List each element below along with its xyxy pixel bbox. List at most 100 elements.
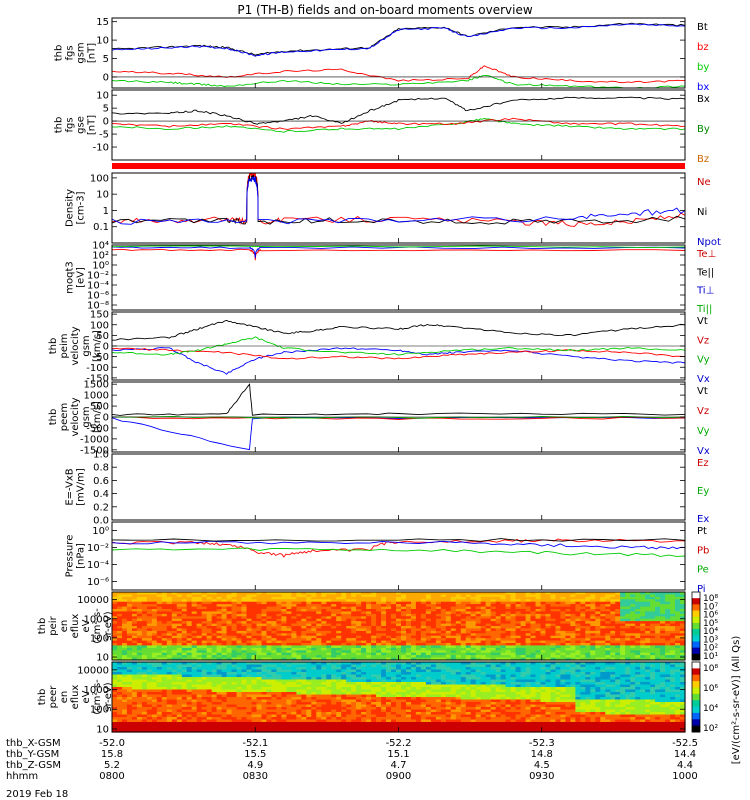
- heatmap-cell: [495, 647, 502, 651]
- heatmap-cell: [311, 709, 317, 713]
- heatmap-cell: [141, 657, 148, 661]
- y-axis-label-line: thb: [48, 409, 59, 426]
- heatmap-cell: [221, 640, 228, 644]
- colorbar-swatch: [692, 647, 700, 655]
- heatmap-cell: [316, 657, 322, 661]
- heatmap-cell: [166, 719, 173, 723]
- heatmap-cell: [246, 652, 253, 656]
- heatmap-cell: [670, 643, 676, 646]
- heatmap-cell: [645, 616, 651, 620]
- heatmap-cell: [131, 594, 138, 598]
- heatmap-cell: [326, 702, 332, 706]
- heatmap-cell: [321, 638, 327, 642]
- heatmap-cell: [660, 592, 666, 595]
- heatmap-cell: [425, 616, 432, 620]
- heatmap-cell: [211, 692, 218, 696]
- heatmap-cell: [550, 623, 557, 627]
- heatmap-cell: [226, 657, 233, 661]
- legend-entry: bz: [697, 42, 709, 53]
- heatmap-cell: [166, 645, 173, 649]
- heatmap-cell: [475, 647, 482, 651]
- heatmap-cell: [356, 611, 362, 615]
- heatmap-cell: [565, 628, 571, 632]
- heatmap-cell: [331, 727, 337, 731]
- heatmap-cell: [346, 638, 352, 642]
- heatmap-cell: [276, 640, 282, 644]
- heatmap-cell: [291, 717, 297, 721]
- heatmap-cell: [450, 628, 457, 632]
- heatmap-cell: [301, 645, 307, 649]
- heatmap-cell: [670, 618, 676, 622]
- heatmap-cell: [117, 613, 123, 617]
- heatmap-cell: [321, 626, 327, 629]
- heatmap-cell: [226, 707, 233, 711]
- heatmap-cell: [266, 616, 273, 620]
- heatmap-cell: [117, 699, 123, 703]
- y-tick-label: -50: [93, 352, 109, 363]
- heatmap-cell: [580, 643, 586, 646]
- heatmap-cell: [455, 611, 462, 615]
- heatmap-cell: [231, 594, 238, 598]
- heatmap-cell: [311, 717, 317, 721]
- heatmap-cell: [231, 697, 238, 701]
- heatmap-cell: [246, 633, 253, 637]
- heatmap-cell: [117, 599, 123, 603]
- heatmap-cell: [366, 594, 372, 598]
- heatmap-cell: [206, 714, 213, 718]
- heatmap-cell: [590, 650, 596, 654]
- heatmap-cell: [131, 611, 138, 615]
- heatmap-cell: [316, 604, 322, 608]
- heatmap-cell: [136, 697, 143, 701]
- heatmap-cell: [555, 611, 562, 615]
- heatmap-cell: [286, 727, 292, 731]
- heatmap-cell: [565, 601, 571, 605]
- y-axis-label: Density[cm-3]: [65, 189, 87, 227]
- heatmap-cell: [520, 609, 527, 612]
- heatmap-cell: [276, 722, 282, 726]
- heatmap-cell: [306, 645, 312, 649]
- heatmap-cell: [191, 662, 198, 666]
- heatmap-cell: [256, 655, 263, 659]
- heatmap-cell: [386, 650, 392, 654]
- heatmap-cell: [450, 643, 457, 646]
- heatmap-cell: [351, 647, 357, 651]
- heatmap-cell: [605, 616, 611, 620]
- heatmap-cell: [261, 682, 268, 686]
- heatmap-cell: [560, 618, 566, 622]
- heatmap-cell: [336, 717, 342, 721]
- heatmap-cell: [550, 647, 557, 651]
- heatmap-cell: [316, 679, 322, 683]
- heatmap-cell: [595, 604, 601, 608]
- heatmap-cell: [161, 667, 168, 671]
- heatmap-cell: [376, 635, 382, 639]
- series-line-Ti||: [111, 245, 686, 249]
- heatmap-cell: [665, 609, 671, 612]
- heatmap-cell: [406, 611, 412, 615]
- heatmap-cell: [296, 652, 302, 656]
- heatmap-cell: [196, 719, 203, 723]
- heatmap-cell: [535, 592, 542, 595]
- heatmap-cell: [296, 692, 302, 696]
- heatmap-cell: [590, 616, 596, 620]
- heatmap-cell: [151, 719, 158, 723]
- heatmap-cell: [550, 594, 557, 598]
- heatmap-cell: [610, 596, 616, 600]
- heatmap-cell: [376, 626, 382, 629]
- heatmap-cell: [346, 674, 352, 678]
- heatmap-cell: [331, 606, 337, 610]
- heatmap-cell: [371, 630, 377, 634]
- heatmap-cell: [645, 652, 651, 656]
- heatmap-cell: [510, 626, 517, 629]
- heatmap-cell: [112, 667, 118, 671]
- heatmap-cell: [117, 650, 123, 654]
- heatmap-cell: [281, 727, 287, 731]
- heatmap-cell: [635, 640, 641, 644]
- heatmap-cell: [117, 604, 123, 608]
- heatmap-cell: [450, 604, 457, 608]
- heatmap-cell: [376, 655, 382, 659]
- heatmap-cell: [211, 672, 218, 676]
- heatmap-cell: [112, 714, 118, 718]
- heatmap-cell: [112, 704, 118, 708]
- heatmap-cell: [630, 628, 636, 632]
- heatmap-cell: [146, 684, 153, 688]
